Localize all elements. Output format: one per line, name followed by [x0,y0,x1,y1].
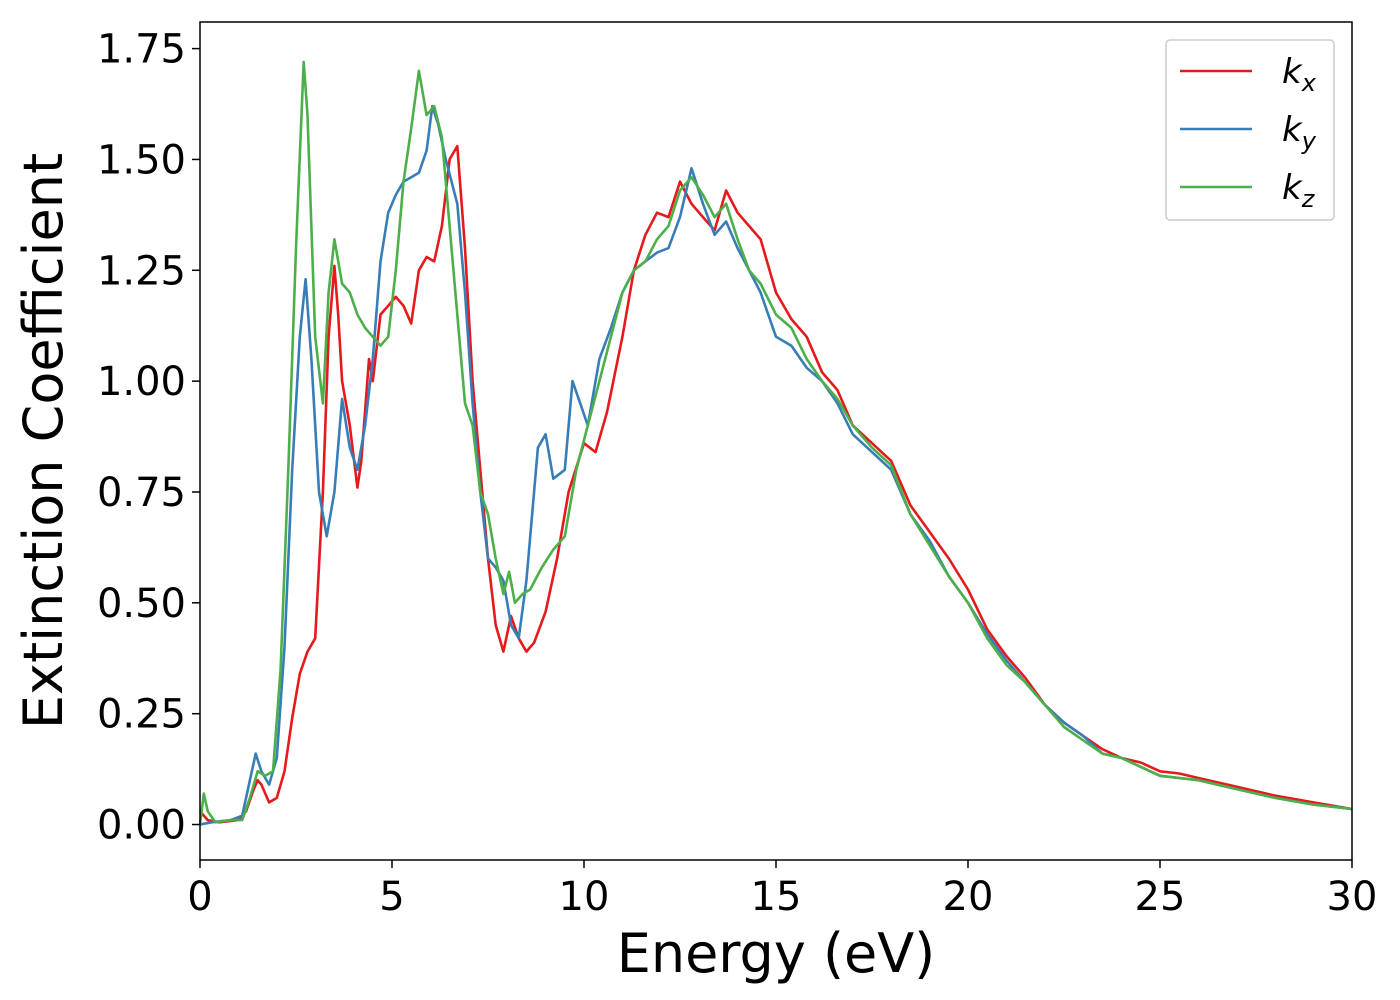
y-tick-label: 0.25 [97,692,186,738]
legend-label-base: k [1282,110,1303,150]
series-layer [198,60,1353,826]
x-tick-label: 30 [1327,874,1378,920]
x-tick-label: 5 [379,874,404,920]
series-line-kx [199,144,1353,824]
legend-label-base: k [1282,168,1303,208]
y-tick-label: 1.00 [97,359,186,405]
legend-label-subscript: y [1301,127,1317,155]
legend-label: ky [1282,110,1317,155]
y-tick-label: 0.50 [97,581,186,627]
legend-label-subscript: z [1301,185,1316,213]
legend-label: kx [1282,52,1317,97]
legend-label: kz [1282,168,1316,213]
x-tick-label: 0 [187,874,212,920]
x-tick-label: 10 [559,874,610,920]
y-tick-label: 1.25 [97,248,186,294]
legend-label-subscript: x [1301,69,1317,97]
y-axis: 0.00 0.25 0.50 0.75 1.00 1.25 1.50 1.75 [97,27,200,849]
x-axis: 0 5 10 15 20 25 30 [187,860,1377,920]
y-axis-label: Extinction Coefficient [12,153,75,729]
legend-label-base: k [1282,52,1303,92]
series-line-kz [198,60,1353,825]
y-tick-label: 1.75 [97,27,186,73]
x-axis-label: Energy (eV) [617,922,936,985]
y-tick-label: 0.75 [97,470,186,516]
y-tick-label: 0.00 [97,803,186,849]
x-tick-label: 15 [751,874,802,920]
x-tick-label: 25 [1135,874,1186,920]
series-line-ky [199,104,1353,826]
x-tick-label: 20 [943,874,994,920]
y-tick-label: 1.50 [97,137,186,183]
